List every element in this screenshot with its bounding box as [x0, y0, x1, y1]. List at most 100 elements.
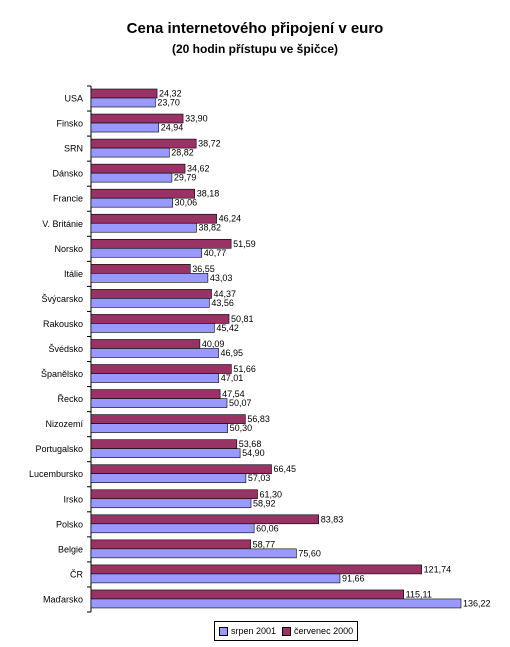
bar-srpen-2001-dansko: [90, 172, 173, 183]
legend-swatch-cervenec-2000: [282, 626, 292, 636]
bar-cervenec-2000-lucembursko: [90, 464, 272, 475]
value-label-srpen-2001-italie: 43,03: [210, 273, 233, 283]
legend-label-srpen-2001: srpen 2001: [231, 626, 277, 636]
bar-srpen-2001-rakousko: [90, 323, 215, 333]
value-label-srpen-2001-spanelsko: 47,01: [221, 373, 244, 383]
category-label-lucembursko: Lucembursko: [29, 469, 83, 479]
category-label-belgie: Belgie: [58, 544, 83, 554]
category-label-spanelsko: Španělsko: [41, 369, 83, 379]
value-label-cervenec-2000-lucembursko: 66,45: [273, 464, 296, 474]
value-label-cervenec-2000-svedsko: 40,09: [202, 339, 225, 349]
value-label-srpen-2001-portugalsko: 54,90: [242, 448, 265, 458]
bar-srpen-2001-portugalsko: [90, 448, 241, 458]
bar-srpen-2001-svycarsko: [90, 298, 210, 308]
bar-cervenec-2000-polsko: [90, 514, 319, 525]
category-label-svedsko: Švédsko: [48, 344, 83, 354]
value-label-cervenec-2000-dansko: 34,62: [187, 164, 210, 174]
category-label-francie: Francie: [53, 194, 83, 204]
legend-label-cervenec-2000: červenec 2000: [294, 626, 354, 636]
legend-item-cervenec-2000: červenec 2000: [282, 626, 353, 636]
value-label-cervenec-2000-spanelsko: 51,66: [233, 364, 256, 374]
value-label-srpen-2001-svedsko: 46,95: [221, 348, 244, 358]
value-label-cervenec-2000-portugalsko: 53,68: [239, 439, 262, 449]
chart-title: Cena internetového připojení v euro: [126, 20, 384, 37]
bar-srpen-2001-lucembursko: [90, 473, 247, 484]
bar-cervenec-2000-belgie: [90, 539, 251, 550]
category-label-v-britanie: V. Británie: [42, 219, 83, 229]
category-label-norsko: Norsko: [54, 244, 83, 254]
value-label-srpen-2001-nizozemi: 50,30: [230, 423, 253, 433]
value-label-srpen-2001-belgie: 75,60: [298, 548, 321, 558]
value-label-srpen-2001-irsko: 58,92: [253, 498, 276, 508]
value-label-srpen-2001-dansko: 29,79: [174, 173, 197, 183]
value-label-srpen-2001-usa: 23,70: [157, 98, 180, 108]
category-label-dansko: Dánsko: [52, 169, 83, 179]
value-label-srpen-2001-polsko: 60,06: [256, 523, 279, 533]
value-label-cervenec-2000-usa: 24,32: [159, 89, 182, 99]
value-label-cervenec-2000-irsko: 61,30: [260, 489, 283, 499]
bar-cervenec-2000-svycarsko: [90, 289, 212, 299]
value-label-srpen-2001-madarsko: 136,22: [463, 598, 491, 608]
value-label-srpen-2001-finsko: 24,94: [161, 123, 184, 133]
chart-subtitle: (20 hodin přístupu ve špičce): [171, 42, 339, 56]
bar-cervenec-2000-recko: [90, 389, 221, 399]
bar-srpen-2001-madarsko: [90, 598, 462, 609]
value-label-srpen-2001-recko: 50,07: [229, 398, 252, 408]
value-label-srpen-2001-v-britanie: 38,82: [198, 223, 221, 233]
category-label-portugalsko: Portugalsko: [35, 444, 83, 454]
value-label-cervenec-2000-nizozemi: 56,83: [247, 414, 270, 424]
value-label-cervenec-2000-v-britanie: 46,24: [219, 214, 242, 224]
value-label-cervenec-2000-italie: 36,55: [192, 264, 215, 274]
category-label-rakousko: Rakousko: [43, 319, 83, 329]
category-label-usa: USA: [64, 94, 83, 104]
bar-srpen-2001-cr: [90, 573, 341, 584]
bar-cervenec-2000-madarsko: [90, 589, 404, 600]
legend-item-srpen-2001: srpen 2001: [219, 626, 276, 636]
legend-swatch-srpen-2001: [219, 626, 228, 636]
value-label-cervenec-2000-srn: 38,72: [198, 139, 221, 149]
bar-cervenec-2000-svedsko: [90, 339, 201, 349]
value-label-cervenec-2000-belgie: 58,77: [253, 539, 276, 549]
value-label-srpen-2001-srn: 28,82: [171, 148, 194, 158]
category-label-cr: ČR: [70, 569, 83, 579]
bar-cervenec-2000-dansko: [90, 163, 186, 174]
bar-srpen-2001-svedsko: [90, 348, 219, 358]
category-label-srn: SRN: [64, 144, 83, 154]
value-label-srpen-2001-francie: 30,06: [175, 198, 198, 208]
value-label-srpen-2001-cr: 91,66: [342, 573, 365, 583]
value-label-cervenec-2000-madarsko: 115,11: [406, 589, 432, 599]
bar-srpen-2001-v-britanie: [90, 222, 197, 233]
bar-cervenec-2000-cr: [90, 564, 422, 575]
category-label-svycarsko: Švýcarsko: [41, 294, 83, 304]
bar-cervenec-2000-rakousko: [90, 314, 230, 324]
category-label-irsko: Irsko: [63, 494, 83, 504]
value-label-cervenec-2000-rakousko: 50,81: [231, 314, 254, 324]
value-label-srpen-2001-norsko: 40,77: [204, 248, 227, 258]
category-label-madarsko: Maďarsko: [43, 594, 83, 604]
value-label-cervenec-2000-finsko: 33,90: [185, 114, 208, 124]
value-label-cervenec-2000-francie: 38,18: [197, 189, 220, 199]
bar-cervenec-2000-usa: [90, 88, 158, 99]
bar-cervenec-2000-irsko: [90, 489, 258, 500]
value-label-srpen-2001-svycarsko: 43,56: [211, 298, 234, 308]
bar-srpen-2001-norsko: [90, 247, 203, 258]
value-label-cervenec-2000-cr: 121,74: [424, 564, 452, 574]
bar-srpen-2001-recko: [90, 398, 228, 408]
bar-srpen-2001-irsko: [90, 498, 252, 509]
category-label-polsko: Polsko: [56, 519, 83, 529]
value-label-cervenec-2000-svycarsko: 44,37: [214, 289, 237, 299]
bar-cervenec-2000-portugalsko: [90, 439, 238, 449]
category-label-recko: Řecko: [57, 394, 83, 404]
category-label-finsko: Finsko: [56, 119, 83, 129]
bar-srpen-2001-belgie: [90, 548, 297, 559]
bar-srpen-2001-finsko: [90, 122, 160, 133]
bar-srpen-2001-italie: [90, 273, 209, 283]
chart-legend: srpen 2001 červenec 2000: [214, 621, 359, 641]
value-label-srpen-2001-lucembursko: 57,03: [248, 473, 271, 483]
bar-cervenec-2000-spanelsko: [90, 364, 232, 374]
value-label-srpen-2001-rakousko: 45,42: [216, 323, 239, 333]
category-label-italie: Itálie: [64, 269, 83, 279]
bar-srpen-2001-srn: [90, 147, 170, 158]
category-label-nizozemi: Nizozemí: [45, 419, 83, 429]
